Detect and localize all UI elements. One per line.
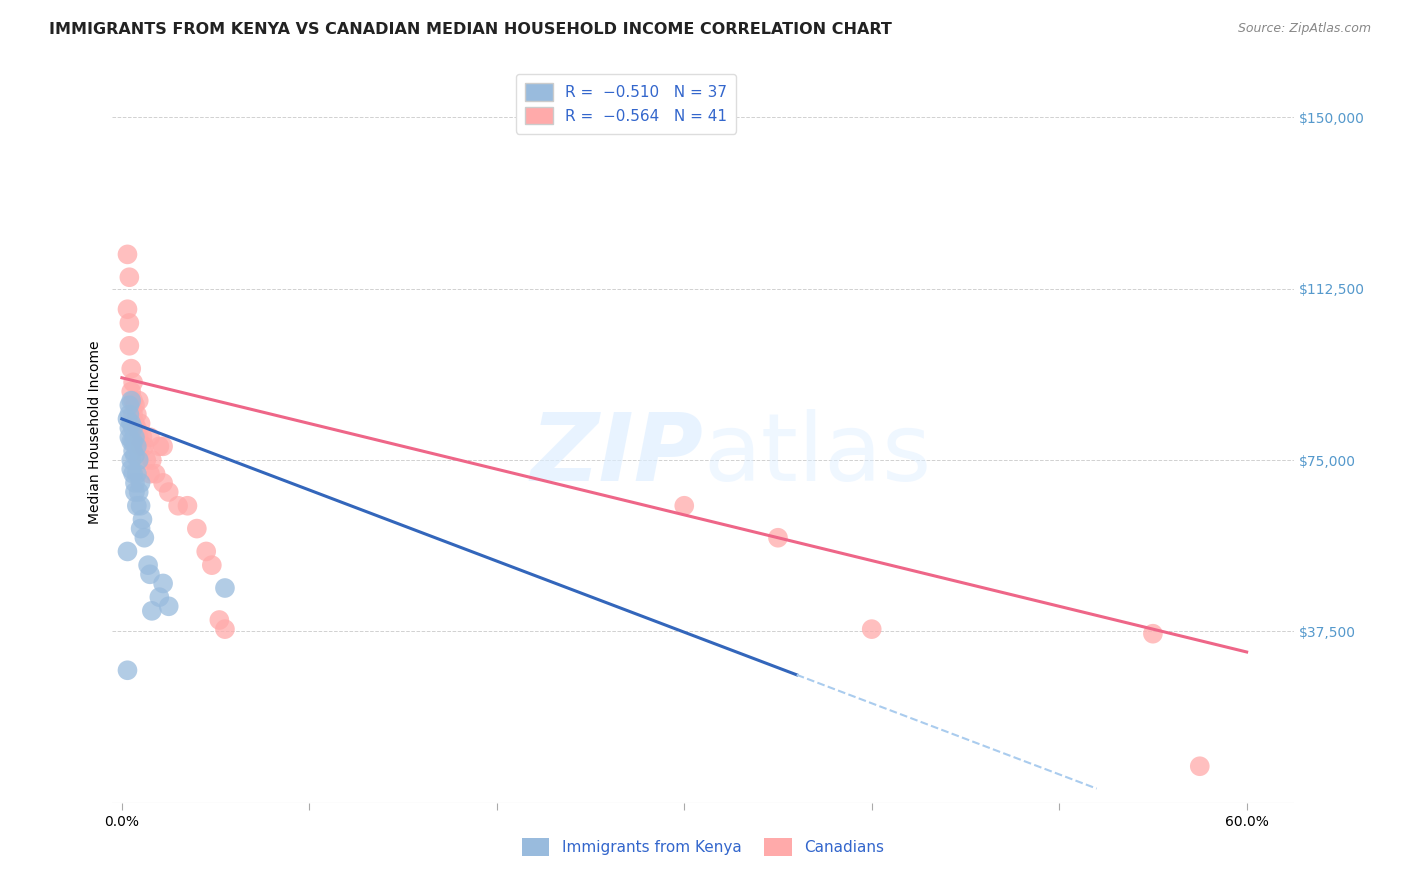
Point — [118, 430, 141, 444]
Point — [120, 462, 142, 476]
Point — [129, 417, 152, 431]
Point — [141, 604, 163, 618]
Point — [120, 393, 142, 408]
Point — [157, 599, 180, 614]
Point — [120, 361, 142, 376]
Point — [124, 475, 146, 490]
Point — [122, 408, 145, 422]
Point — [129, 522, 152, 536]
Point — [766, 531, 789, 545]
Point — [148, 439, 170, 453]
Point — [117, 247, 139, 261]
Point — [167, 499, 190, 513]
Text: Source: ZipAtlas.com: Source: ZipAtlas.com — [1237, 22, 1371, 36]
Point — [118, 339, 141, 353]
Point — [129, 499, 152, 513]
Point — [176, 499, 198, 513]
Text: IMMIGRANTS FROM KENYA VS CANADIAN MEDIAN HOUSEHOLD INCOME CORRELATION CHART: IMMIGRANTS FROM KENYA VS CANADIAN MEDIAN… — [49, 22, 891, 37]
Point — [152, 475, 174, 490]
Point — [136, 558, 159, 573]
Point — [860, 622, 883, 636]
Point — [118, 316, 141, 330]
Point — [157, 485, 180, 500]
Point — [214, 581, 236, 595]
Point — [208, 613, 231, 627]
Point — [124, 417, 146, 431]
Point — [124, 430, 146, 444]
Point — [214, 622, 236, 636]
Point — [125, 421, 148, 435]
Point — [129, 439, 152, 453]
Legend: Immigrants from Kenya, Canadians: Immigrants from Kenya, Canadians — [516, 832, 890, 862]
Point — [124, 485, 146, 500]
Point — [201, 558, 224, 573]
Point — [128, 430, 150, 444]
Point — [1142, 626, 1164, 640]
Point — [117, 412, 139, 426]
Point — [139, 467, 162, 481]
Point — [128, 453, 150, 467]
Point — [124, 449, 146, 463]
Point — [120, 434, 142, 449]
Point — [131, 430, 153, 444]
Point — [122, 467, 145, 481]
Point — [148, 590, 170, 604]
Point — [1188, 759, 1211, 773]
Point — [117, 302, 139, 317]
Point — [128, 393, 150, 408]
Point — [118, 421, 141, 435]
Point — [122, 421, 145, 435]
Point — [118, 270, 141, 285]
Point — [122, 376, 145, 390]
Point — [128, 485, 150, 500]
Point — [125, 467, 148, 481]
Point — [122, 434, 145, 449]
Point — [152, 439, 174, 453]
Point — [134, 439, 156, 453]
Point — [135, 453, 157, 467]
Point — [139, 430, 162, 444]
Point — [118, 408, 141, 422]
Point — [145, 467, 167, 481]
Point — [124, 398, 146, 412]
Point — [141, 453, 163, 467]
Point — [120, 453, 142, 467]
Point — [117, 663, 139, 677]
Point — [152, 576, 174, 591]
Point — [120, 417, 142, 431]
Point — [125, 499, 148, 513]
Text: ZIP: ZIP — [530, 409, 703, 500]
Y-axis label: Median Household Income: Median Household Income — [89, 341, 103, 524]
Point — [122, 393, 145, 408]
Point — [139, 567, 162, 582]
Point — [122, 443, 145, 458]
Point — [131, 512, 153, 526]
Point — [129, 475, 152, 490]
Point — [134, 531, 156, 545]
Point — [125, 408, 148, 422]
Text: atlas: atlas — [703, 409, 931, 500]
Point — [118, 398, 141, 412]
Point — [195, 544, 218, 558]
Point — [120, 384, 142, 399]
Point — [125, 439, 148, 453]
Point — [186, 522, 208, 536]
Point — [117, 544, 139, 558]
Point — [673, 499, 696, 513]
